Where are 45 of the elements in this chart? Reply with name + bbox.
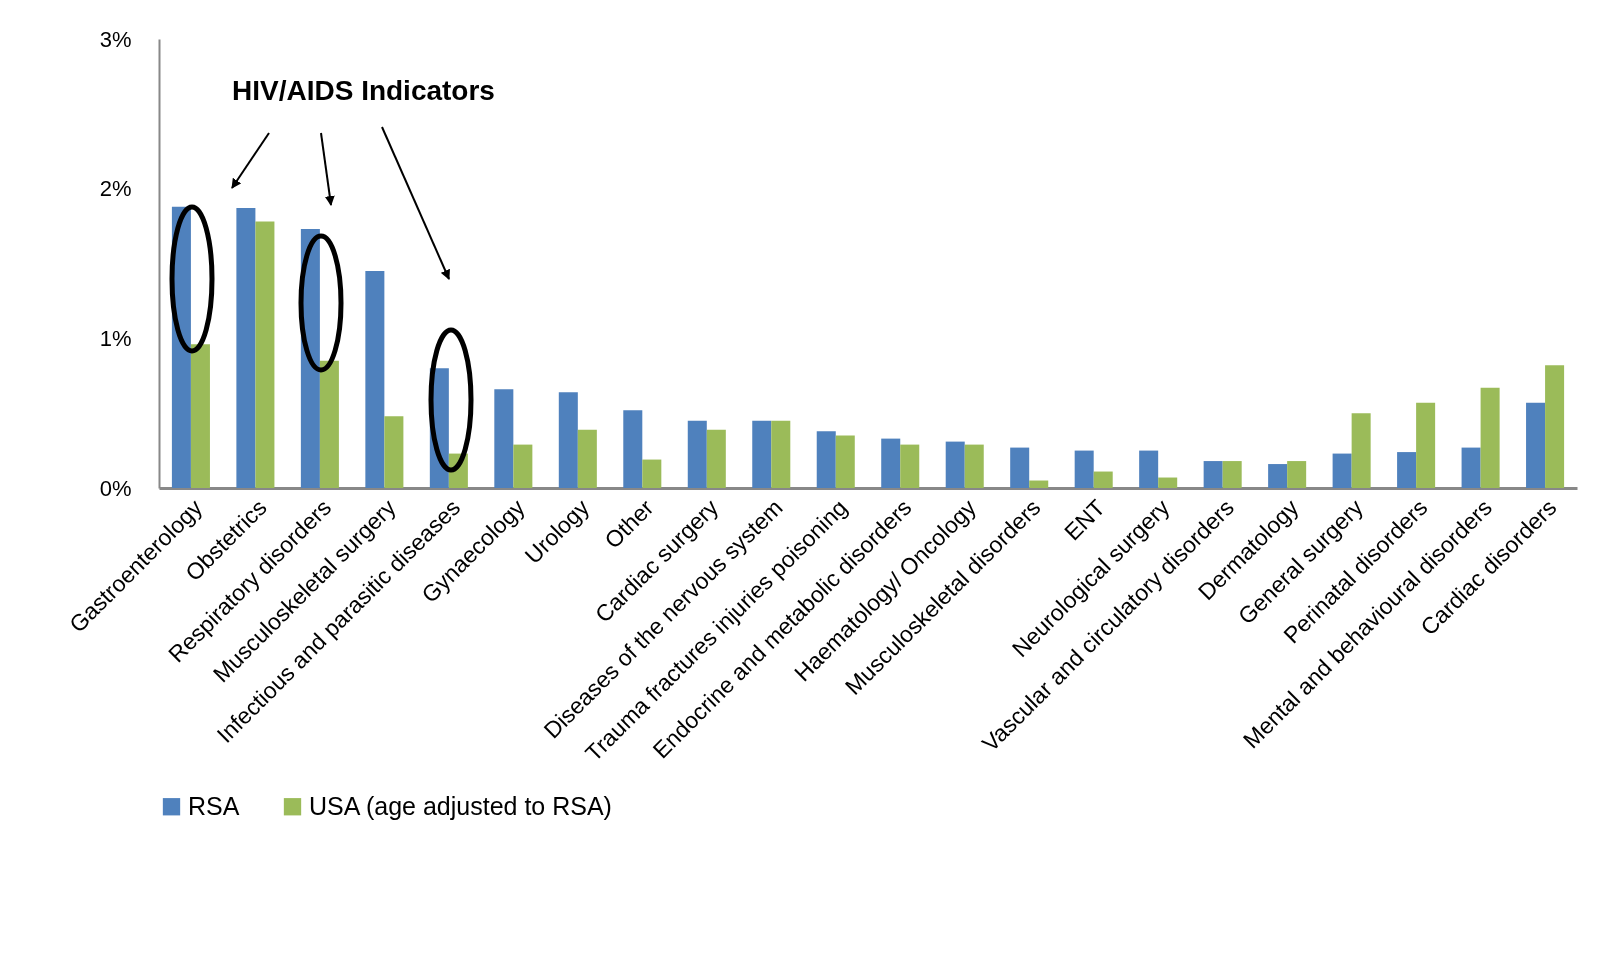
y-tick-label: 1% <box>99 325 132 351</box>
bar <box>1351 413 1371 488</box>
bar <box>577 429 597 488</box>
bar <box>900 444 920 488</box>
bar <box>494 389 514 488</box>
bar <box>1545 365 1565 488</box>
y-tick-label: 0% <box>99 475 132 501</box>
bar <box>945 441 965 488</box>
bar <box>365 270 385 488</box>
y-tick-label: 3% <box>99 26 132 52</box>
bar <box>1139 450 1159 488</box>
bar <box>964 444 984 488</box>
bar <box>1526 402 1546 488</box>
bar <box>236 208 256 488</box>
y-tick-label: 2% <box>99 176 132 202</box>
bar <box>835 435 855 488</box>
bar <box>623 410 643 488</box>
bar <box>1480 387 1500 488</box>
bar <box>687 420 707 488</box>
bar <box>752 420 772 488</box>
bar <box>1010 447 1030 488</box>
bar <box>1029 480 1049 488</box>
annotation: HIV/AIDS Indicators <box>232 75 495 106</box>
bar <box>816 431 836 488</box>
bar <box>1074 450 1094 488</box>
bar <box>881 438 901 488</box>
bar <box>1461 447 1481 488</box>
bar <box>706 429 726 488</box>
bar <box>771 420 791 488</box>
bar <box>513 444 533 488</box>
bar <box>1397 452 1417 488</box>
bar <box>1093 471 1113 488</box>
bar <box>1268 464 1288 488</box>
bar <box>642 459 662 488</box>
bar <box>1158 477 1178 488</box>
legend-label: USA (age adjusted to RSA) <box>309 791 612 820</box>
bar <box>1287 461 1307 488</box>
bar <box>255 221 275 488</box>
bar <box>1222 461 1242 488</box>
bar <box>1416 402 1436 488</box>
bar <box>1332 453 1352 488</box>
bar <box>384 416 404 488</box>
bar <box>558 392 578 488</box>
legend-label: RSA <box>188 791 240 820</box>
bar <box>1203 461 1223 488</box>
